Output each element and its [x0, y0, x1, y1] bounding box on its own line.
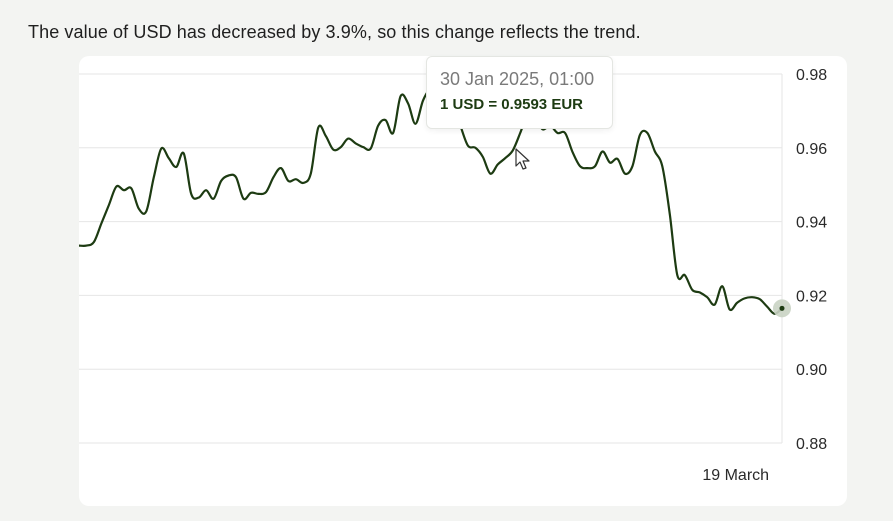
y-tick-label: 0.94	[796, 215, 827, 232]
y-axis-labels: 0.98 0.96 0.94 0.92 0.90 0.88	[796, 67, 827, 453]
tooltip-rate: 1 USD = 0.9593 EUR	[440, 96, 583, 113]
y-tick-label: 0.96	[796, 141, 827, 158]
x-tick-label: 19 March	[702, 467, 769, 484]
x-axis-labels: 19 March	[702, 467, 769, 484]
y-tick-label: 0.90	[796, 362, 827, 379]
tooltip-date: 30 Jan 2025, 01:00	[440, 69, 595, 89]
y-tick-label: 0.88	[796, 436, 827, 453]
hover-tooltip: 30 Jan 2025, 01:00 1 USD = 0.9593 EUR	[426, 56, 613, 129]
last-point-dot[interactable]	[779, 305, 785, 311]
y-tick-label: 0.98	[796, 67, 827, 84]
y-tick-label: 0.92	[796, 288, 827, 305]
headline-text: The value of USD has decreased by 3.9%, …	[28, 22, 641, 42]
mouse-pointer-icon	[515, 148, 530, 170]
last-point-marker-layer	[773, 299, 791, 318]
grid-lines	[79, 73, 783, 444]
